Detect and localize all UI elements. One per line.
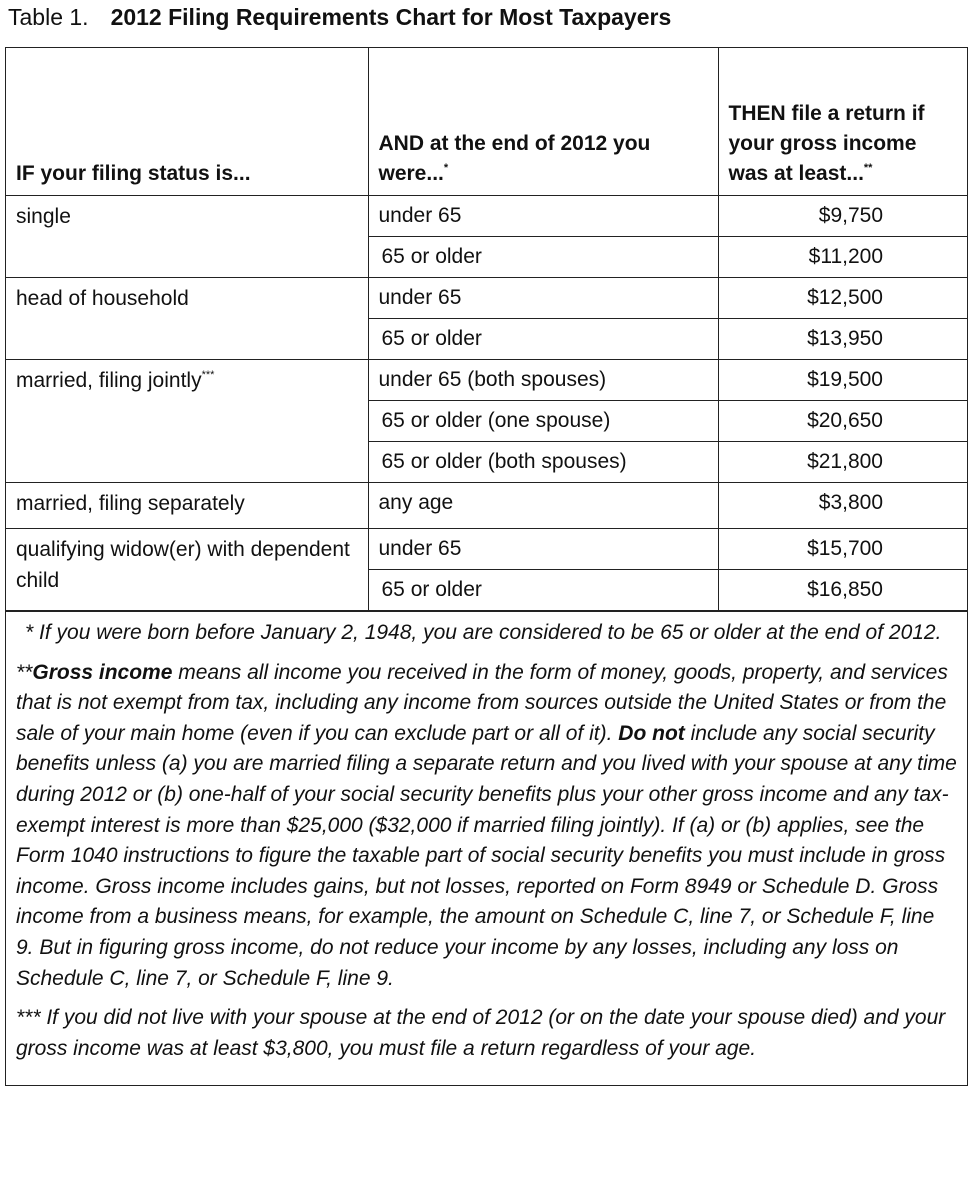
age: 65 or older <box>368 318 719 360</box>
age: 65 or older (both spouses) <box>368 441 719 483</box>
table-body: single under 65 $9,750 65 or older $11,200 he… <box>6 195 967 611</box>
table-label: Table 1. <box>8 4 89 30</box>
header-row: IF your filing status is... AND at the en… <box>6 48 967 196</box>
filing-table: IF your filing status is... AND at the en… <box>5 47 968 1087</box>
column-header: IF your filing status is... <box>6 48 369 196</box>
age: 65 or older <box>368 236 719 278</box>
filing-status: single <box>6 195 369 278</box>
income-threshold: $11,200 <box>717 236 967 278</box>
income-threshold: $12,500 <box>717 277 967 319</box>
footnote-emphasis: Gross income <box>32 660 173 684</box>
table-row: 65 or older (both spouses) $21,800 <box>6 441 967 483</box>
age: under 65 <box>367 277 719 319</box>
header-text: THEN file a return if your gross income … <box>728 102 925 185</box>
table-row: married, filing separately any age $3,800 <box>6 482 967 529</box>
age: under 65 <box>367 528 719 570</box>
table-row: 65 or older $11,200 <box>6 236 967 278</box>
age: any age <box>367 482 719 529</box>
footnote-text: means all income you received in the for… <box>16 660 948 745</box>
footnote-emphasis: Do not <box>618 721 685 745</box>
footnote-mark: ** <box>863 162 873 174</box>
income-threshold: $3,800 <box>717 482 967 529</box>
footnote-text: * If you were born before January 2, 194… <box>25 621 942 644</box>
footnote: **Gross income means all income you rece… <box>16 658 957 995</box>
footnote: *** If you did not live with your spouse… <box>16 1003 957 1064</box>
footnote-text: *** If you did not live with your spouse… <box>16 1006 946 1060</box>
table-row: head of household under 65 $12,500 <box>6 277 967 360</box>
income-threshold: $16,850 <box>717 569 967 611</box>
filing-status: married, filing jointly*** <box>6 359 369 483</box>
footnote-text: include any social security benefits unl… <box>16 721 957 990</box>
age: 65 or older (one spouse) <box>368 400 719 442</box>
title: Table 1. 2012 Filing Requirements Chart f… <box>8 4 671 31</box>
column-header: THEN file a return if your gross income … <box>717 48 967 196</box>
income-threshold: $21,800 <box>717 441 967 483</box>
income-threshold: $13,950 <box>717 318 967 360</box>
income-threshold: $20,650 <box>717 400 967 442</box>
column-header: AND at the end of 2012 you were...* <box>367 48 719 196</box>
table-row: 65 or older $16,850 <box>6 569 967 611</box>
age: under 65 (both spouses) <box>367 359 719 401</box>
status-text: qualifying widow(er) with dependent chil… <box>16 538 350 592</box>
header-text: AND at the end of 2012 you were... <box>378 132 651 185</box>
filing-status: head of household <box>6 277 369 360</box>
table-row: single under 65 $9,750 <box>6 195 967 278</box>
filing-status: married, filing separately <box>6 482 369 529</box>
status-text: married, filing separately <box>16 492 245 515</box>
income-threshold: $9,750 <box>717 195 967 237</box>
footnote-mark: *** <box>201 369 215 381</box>
table: IF your filing status is... AND at the en… <box>6 48 967 611</box>
footnote: * If you were born before January 2, 194… <box>16 618 957 649</box>
age: under 65 <box>367 195 719 237</box>
table-row: qualifying widow(er) with dependent chil… <box>6 528 967 611</box>
age: 65 or older <box>368 569 719 611</box>
footnotes: * If you were born before January 2, 194… <box>6 611 967 1085</box>
income-threshold: $15,700 <box>717 528 967 570</box>
status-text: single <box>16 205 71 228</box>
footnote-mark: * <box>443 162 449 174</box>
status-text: married, filing jointly <box>16 369 202 392</box>
table-row: married, filing jointly*** under 65 (both… <box>6 359 967 483</box>
footnote-text: ** <box>16 660 33 684</box>
filing-status: qualifying widow(er) with dependent chil… <box>6 528 369 611</box>
table-title: 2012 Filing Requirements Chart for Most … <box>110 4 672 30</box>
income-threshold: $19,500 <box>717 359 967 401</box>
header-text: IF your filing status is... <box>16 162 251 185</box>
status-text: head of household <box>16 287 189 310</box>
